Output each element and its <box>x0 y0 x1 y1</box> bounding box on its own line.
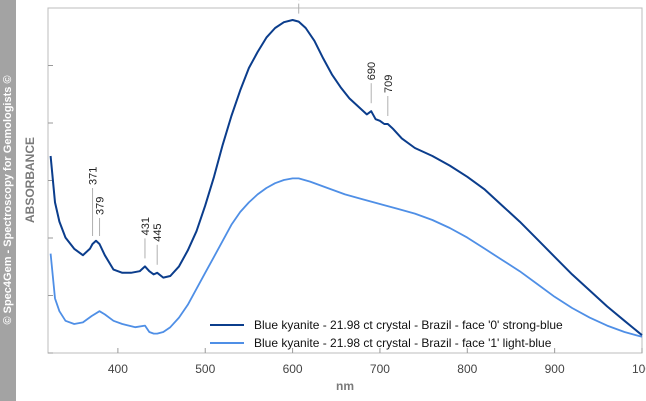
x-tick-label-600: 600 <box>283 362 303 376</box>
series-line-strong-blue <box>49 19 643 336</box>
series-layer <box>49 19 643 338</box>
plot-frame <box>47 7 643 354</box>
y-axis-title: ABSORBANCE <box>23 137 37 223</box>
annotation-label-445: 445 <box>152 223 164 241</box>
annotation-label-379: 379 <box>95 197 107 215</box>
x-tick-label-900: 900 <box>545 362 565 376</box>
annotation-label-690: 690 <box>366 62 378 80</box>
x-axis-title: nm <box>336 379 354 393</box>
annotation-label-607: 607 <box>294 0 306 1</box>
x-axis-ticks: 400 500 600 700 800 900 100 <box>108 348 646 376</box>
x-tick-label-1000: 100 <box>632 362 646 376</box>
x-tick-label-400: 400 <box>108 362 128 376</box>
annotation-label-371: 371 <box>88 167 100 185</box>
x-tick-label-700: 700 <box>370 362 390 376</box>
x-tick-label-500: 500 <box>195 362 215 376</box>
annotation-label-431: 431 <box>140 217 152 235</box>
legend: Blue kyanite - 21.98 ct crystal - Brazil… <box>210 318 563 350</box>
annotation-label-709: 709 <box>383 75 395 93</box>
series-line-light-blue <box>49 177 643 338</box>
x-tick-label-800: 800 <box>457 362 477 376</box>
legend-label-strong-blue: Blue kyanite - 21.98 ct crystal - Brazil… <box>254 318 563 332</box>
sidebar-watermark-strip: © Spec4Gem - Spectroscopy for Gemologist… <box>0 0 16 401</box>
legend-label-light-blue: Blue kyanite - 21.98 ct crystal - Brazil… <box>254 336 552 350</box>
